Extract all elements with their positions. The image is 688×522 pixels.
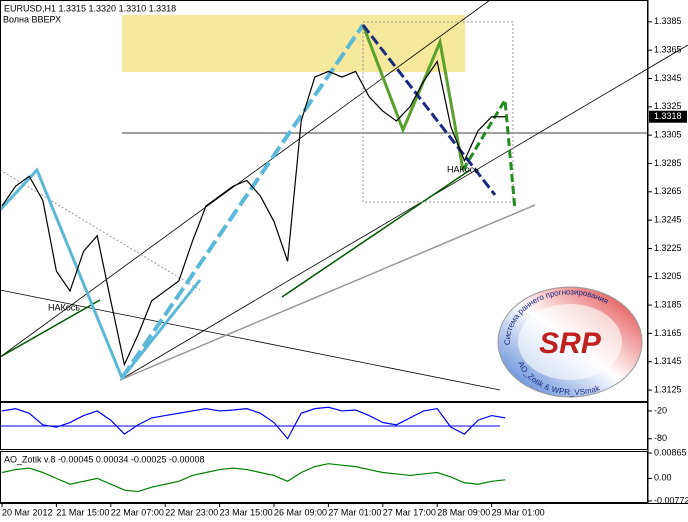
y-tick-label: 0.00865: [654, 447, 687, 457]
drawings: [0, 0, 688, 427]
trend-line: [119, 204, 536, 381]
y-tick-label: -0.00772: [654, 495, 688, 505]
x-tick-label: 26 Mar 09:00: [274, 507, 327, 517]
price-line: [1, 463, 506, 493]
y-tick-label: -20: [654, 405, 667, 415]
x-tick-label: 23 Mar 15:00: [220, 507, 273, 517]
wave: [0, 167, 202, 381]
wave: [461, 95, 517, 211]
y-tick-label: 1.3205: [654, 271, 682, 281]
x-tick-label: 27 Mar 17:00: [383, 507, 436, 517]
chart-title: AO_Zotik v.8 -0.00045 0.00034 -0.00025 -…: [4, 454, 204, 464]
y-tick-label: 1.3225: [654, 243, 682, 253]
x-tick-label: 28 Mar 09:00: [437, 507, 490, 517]
wave: [361, 24, 497, 196]
annotation: НАКось: [48, 302, 80, 312]
x-tick-label: 21 Mar 15:00: [56, 507, 109, 517]
y-tick-label: 1.3305: [654, 130, 682, 140]
y-tick-label: -80: [654, 433, 667, 443]
zone: [122, 15, 465, 72]
logo-title: SRP: [539, 327, 602, 360]
annotation: Волна ВВЕРХ: [3, 14, 61, 24]
y-tick-label: 1.3265: [654, 186, 682, 196]
y-tick-label: 1.3285: [654, 158, 682, 168]
price-line: [1, 406, 506, 440]
price-line: [1, 59, 506, 367]
current-price-label: 1.3318: [654, 111, 682, 121]
chart-title: EURUSD,H1 1.3315 1.3320 1.3310 1.3318: [4, 3, 176, 13]
logo: SRP Система раннего прогнозирования AO_Z…: [497, 286, 643, 398]
y-tick-label: 1.3245: [654, 214, 682, 224]
x-tick-label: 20 Mar 2012: [2, 507, 53, 517]
y-tick-label: 1.3165: [654, 328, 682, 338]
wave: [120, 23, 365, 380]
y-tick-label: 1.3345: [654, 73, 682, 83]
annotation: НАКось: [447, 164, 479, 174]
y-tick-label: 1.3185: [654, 299, 682, 309]
logo-center: [518, 304, 622, 380]
trend-line: [281, 169, 471, 298]
y-tick-label: 1.3325: [654, 101, 682, 111]
trend-line: [0, 289, 501, 391]
y-tick-label: 1.3385: [654, 16, 682, 26]
channel-line: [119, 44, 688, 381]
y-tick-label: 0.00: [654, 473, 672, 483]
current-price-box: [649, 110, 687, 123]
x-tick-label: 27 Mar 01:00: [328, 507, 381, 517]
y-tick-label: 1.3145: [654, 356, 682, 366]
x-tick-label: 22 Mar 07:00: [111, 507, 164, 517]
channel-line: [0, 0, 491, 358]
trend-line: [0, 299, 101, 358]
box: [362, 21, 514, 203]
x-tick-label: 29 Mar 01:00: [492, 507, 545, 517]
y-tick-label: 1.3365: [654, 45, 682, 55]
x-tick-label: 22 Mar 23:00: [165, 507, 218, 517]
trend-line: [0, 169, 201, 291]
y-tick-label: 1.3125: [654, 384, 682, 394]
